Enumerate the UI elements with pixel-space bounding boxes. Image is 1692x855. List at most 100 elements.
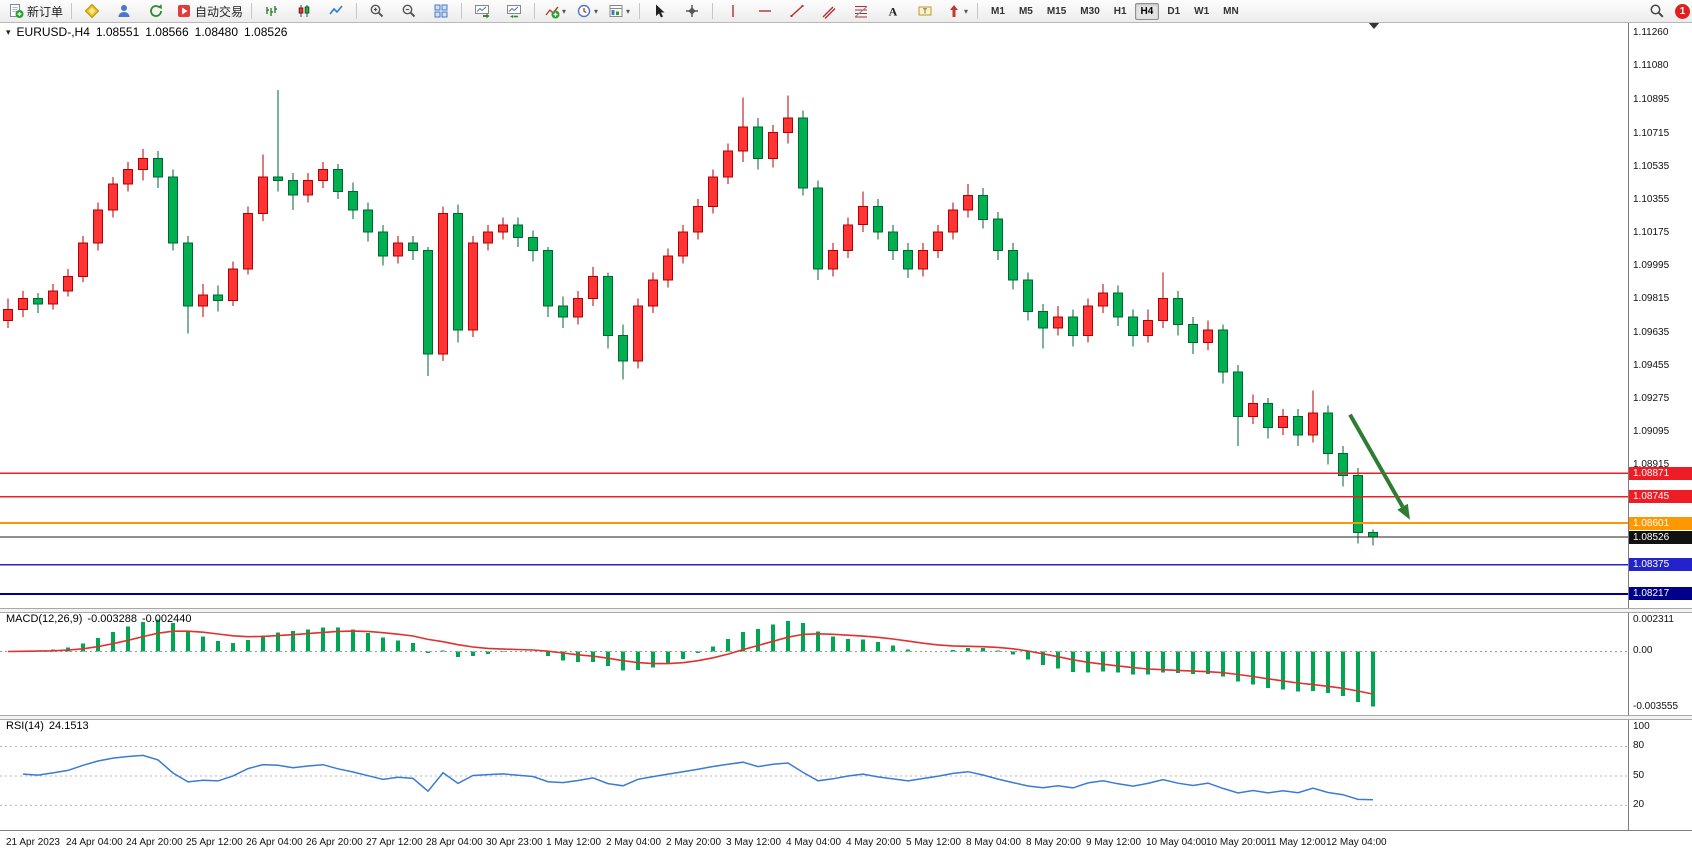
auto-scroll-button[interactable] bbox=[466, 0, 498, 22]
refresh-button[interactable] bbox=[140, 0, 172, 22]
search-icon bbox=[1650, 4, 1664, 18]
svg-text:A: A bbox=[889, 5, 898, 19]
timeframe-h1[interactable]: H1 bbox=[1113, 5, 1127, 17]
fibonacci-icon bbox=[854, 6, 868, 18]
new-order-label: 新订单 bbox=[27, 4, 64, 19]
trend-arrow-object[interactable] bbox=[1348, 413, 1410, 520]
indicators-icon bbox=[545, 6, 560, 19]
trendline-tool-button[interactable] bbox=[781, 0, 813, 22]
autotrading-label: 自动交易 bbox=[195, 4, 244, 19]
arrows-tool-button[interactable]: ▾ bbox=[941, 0, 973, 22]
price-tag: 1.08871 bbox=[1629, 467, 1692, 480]
price-axis-label: 1.11260 bbox=[1633, 27, 1669, 38]
bar-chart-button[interactable] bbox=[256, 0, 288, 22]
rsi-panel[interactable]: RSI(14) 24.1513 bbox=[0, 718, 1628, 830]
timeframe-m15[interactable]: M15 bbox=[1046, 5, 1067, 17]
candles-group bbox=[3, 90, 1378, 546]
candlestick-plot[interactable] bbox=[0, 22, 1628, 608]
price-tag: 1.08526 bbox=[1629, 531, 1692, 544]
zoom-in-button[interactable] bbox=[361, 0, 393, 22]
macd-main-value: -0.003288 bbox=[87, 613, 137, 625]
templates-icon bbox=[609, 5, 623, 17]
timeframe-mn[interactable]: MN bbox=[1223, 5, 1239, 17]
panel-splitter[interactable] bbox=[0, 715, 1692, 720]
toolbar-separator bbox=[251, 3, 253, 19]
templates-button[interactable]: ▾ bbox=[603, 0, 635, 22]
candlestick-chart-button[interactable] bbox=[288, 0, 320, 22]
price-axis-label: 1.10715 bbox=[1633, 128, 1670, 139]
autotrading-button[interactable]: 自动交易 bbox=[172, 0, 247, 22]
timeframe-m1[interactable]: M1 bbox=[991, 5, 1005, 17]
text-tool-button[interactable]: A bbox=[877, 0, 909, 22]
price-axis-label: 1.11080 bbox=[1633, 60, 1669, 71]
new-order-icon bbox=[10, 4, 24, 18]
timeframe-w1[interactable]: W1 bbox=[1194, 5, 1210, 17]
text-icon: A bbox=[889, 5, 898, 19]
one-click-trading-collapse-icon[interactable]: ▾ bbox=[6, 26, 11, 37]
time-axis-label: 2 May 04:00 bbox=[606, 837, 662, 848]
text-label-tool-button[interactable]: T bbox=[909, 0, 941, 22]
macd-axis-label: 0.002311 bbox=[1633, 614, 1674, 625]
svg-text:T: T bbox=[923, 9, 928, 16]
chart-shift-icon bbox=[507, 5, 522, 18]
macd-axis[interactable]: 0.002311 0.00 -0.003555 bbox=[1628, 611, 1692, 715]
macd-plot[interactable] bbox=[0, 611, 1628, 715]
candlestick-chart-icon bbox=[298, 5, 310, 17]
autotrading-icon bbox=[178, 5, 191, 17]
time-axis-label: 9 May 12:00 bbox=[1086, 837, 1142, 848]
rsi-plot[interactable] bbox=[0, 718, 1628, 830]
periods-button[interactable]: ▾ bbox=[571, 0, 603, 22]
chart-shift-button[interactable] bbox=[498, 0, 530, 22]
price-axis-label: 1.09995 bbox=[1633, 260, 1670, 271]
time-axis-label: 10 May 20:00 bbox=[1206, 837, 1267, 848]
tile-windows-button[interactable] bbox=[425, 0, 457, 22]
line-chart-button[interactable] bbox=[320, 0, 352, 22]
time-axis-label: 1 May 12:00 bbox=[546, 837, 602, 848]
macd-panel[interactable]: MACD(12,26,9) -0.003288 -0.002440 bbox=[0, 611, 1628, 715]
market-watch-button[interactable] bbox=[108, 0, 140, 22]
equidistant-channel-tool-button[interactable] bbox=[813, 0, 845, 22]
time-axis-label: 8 May 04:00 bbox=[966, 837, 1022, 848]
periods-icon bbox=[577, 4, 591, 18]
rsi-axis[interactable]: 100 80 50 20 bbox=[1628, 718, 1692, 830]
horizontal-line-tool-button[interactable] bbox=[749, 0, 781, 22]
time-axis-label: 4 May 04:00 bbox=[786, 837, 842, 848]
price-tag: 1.08217 bbox=[1629, 587, 1692, 600]
cursor-icon bbox=[656, 4, 665, 18]
tile-windows-icon bbox=[434, 4, 448, 18]
timeframe-m5[interactable]: M5 bbox=[1018, 5, 1033, 17]
indicators-button[interactable]: ▾ bbox=[539, 0, 571, 22]
toolbar-separator bbox=[977, 3, 979, 19]
time-axis-label: 24 Apr 20:00 bbox=[126, 837, 183, 848]
search-button[interactable] bbox=[1641, 0, 1673, 22]
dropdown-caret-icon: ▾ bbox=[626, 6, 631, 16]
panel-splitter[interactable] bbox=[0, 608, 1692, 613]
timeframe-m30[interactable]: M30 bbox=[1080, 5, 1100, 17]
cursor-tool-button[interactable] bbox=[644, 0, 676, 22]
timeframe-d1[interactable]: D1 bbox=[1167, 5, 1181, 17]
line-chart-icon bbox=[329, 5, 343, 15]
price-axis[interactable]: 1.11260 1.11080 1.10895 1.10715 1.10535 1.103… bbox=[1628, 22, 1692, 608]
time-axis-label: 25 Apr 12:00 bbox=[186, 837, 243, 848]
metaeditor-button[interactable] bbox=[76, 0, 108, 22]
toolbar-separator bbox=[71, 3, 73, 19]
time-axis-label: 11 May 12:00 bbox=[1266, 837, 1326, 848]
time-axis[interactable]: 21 Apr 2023 24 Apr 04:00 24 Apr 20:00 25 Ap… bbox=[0, 830, 1692, 855]
vertical-line-icon bbox=[732, 5, 734, 17]
price-axis-label: 1.09275 bbox=[1633, 393, 1670, 404]
refresh-icon bbox=[150, 4, 162, 17]
fibonacci-tool-button[interactable] bbox=[845, 0, 877, 22]
time-axis-label: 26 Apr 04:00 bbox=[246, 837, 303, 848]
time-axis-label: 26 Apr 20:00 bbox=[306, 837, 363, 848]
time-axis-label: 5 May 12:00 bbox=[906, 837, 962, 848]
price-axis-label: 1.09095 bbox=[1633, 426, 1670, 437]
notification-badge[interactable]: 1 bbox=[1675, 3, 1690, 19]
new-order-button[interactable]: 新订单 bbox=[4, 0, 67, 22]
price-chart-panel[interactable]: ▾ EURUSD-,H4 1.08551 1.08566 1.08480 1.0… bbox=[0, 22, 1628, 608]
low-value: 1.08480 bbox=[194, 25, 239, 39]
crosshair-tool-button[interactable] bbox=[676, 0, 708, 22]
vertical-line-tool-button[interactable] bbox=[717, 0, 749, 22]
time-axis-label: 3 May 12:00 bbox=[726, 837, 782, 848]
zoom-out-button[interactable] bbox=[393, 0, 425, 22]
timeframe-h4[interactable]: H4 bbox=[1134, 2, 1160, 20]
